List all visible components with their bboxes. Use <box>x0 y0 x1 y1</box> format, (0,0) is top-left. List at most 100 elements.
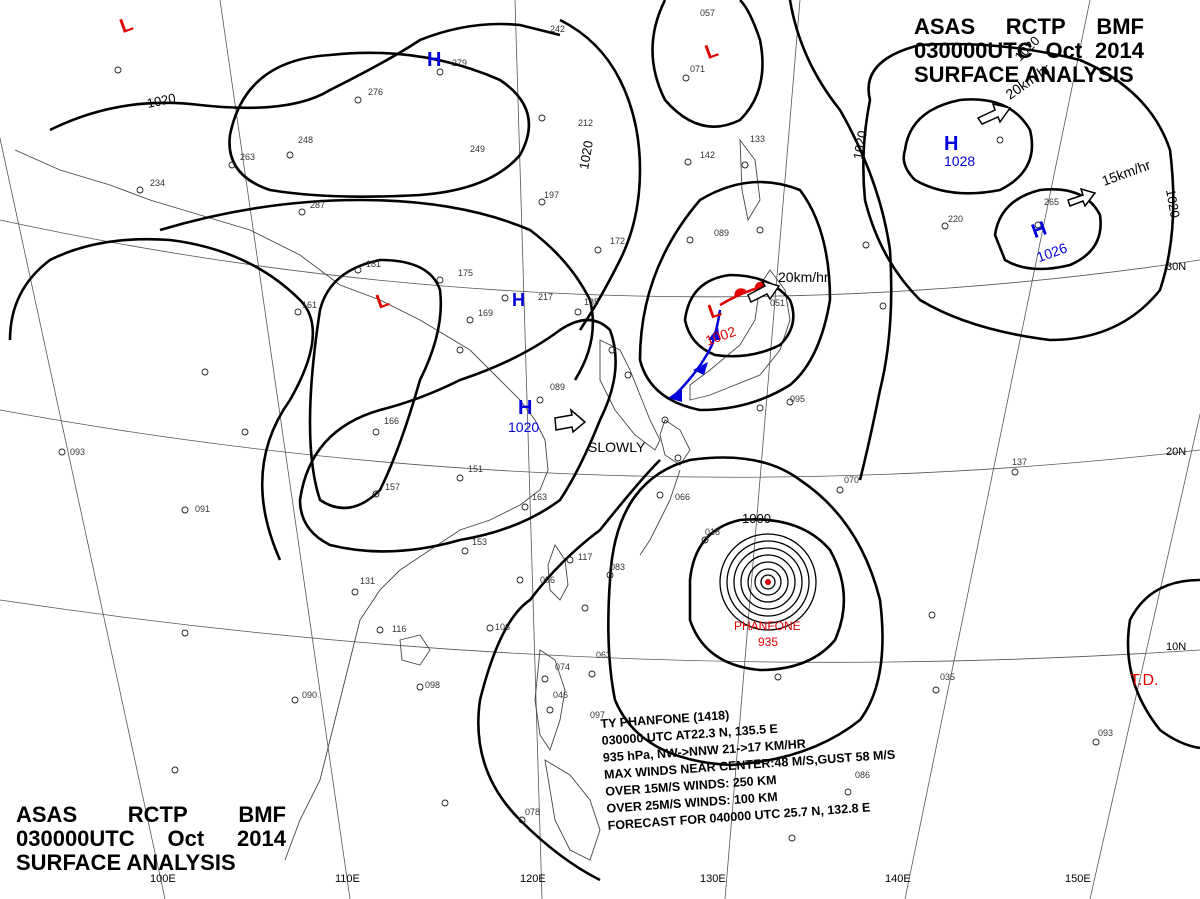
cold-front-triangle <box>708 327 720 340</box>
isobar-label: 1020 <box>146 90 177 111</box>
station-value: 057 <box>700 8 715 18</box>
china-coast <box>14 149 549 591</box>
high-center-value: 1028 <box>944 153 975 169</box>
isobar-1020-north <box>49 22 561 132</box>
header-time: 030000UTC <box>16 826 135 851</box>
station-value: 074 <box>555 662 570 672</box>
header-title: SURFACE ANALYSIS <box>16 850 236 875</box>
isobar-label: 1020 <box>850 129 870 160</box>
station-value: 106 <box>495 622 510 632</box>
station-value: 070 <box>844 475 859 485</box>
station-value: 249 <box>470 144 485 154</box>
map-header-bottom-left: ASAS RCTP BMF 030000UTC Oct 2014 SURFACE… <box>16 803 286 875</box>
station-value: 175 <box>458 268 473 278</box>
station-value: 090 <box>302 690 317 700</box>
station-value: 046 <box>553 690 568 700</box>
typhoon-bulletin: TY PHANFONE (1418) 030000 UTC AT22.3 N, … <box>600 696 899 835</box>
japan-honshu <box>689 269 791 401</box>
station-value: 157 <box>385 482 400 492</box>
station-value: 212 <box>578 118 593 128</box>
station-value: 166 <box>384 416 399 426</box>
station-value: 091 <box>195 504 210 514</box>
hainan-island <box>399 634 431 666</box>
station-value: 172 <box>610 236 625 246</box>
station-value: 163 <box>532 492 547 502</box>
latitude-label: 10N <box>1166 641 1186 653</box>
longitude-label: 150E <box>1065 873 1091 885</box>
cold-front-triangle <box>668 388 682 402</box>
low-center-value: 1002 <box>703 323 738 349</box>
cold-front <box>668 309 722 402</box>
isobar-west-pacific-2 <box>477 699 601 882</box>
low-center-symbol: L <box>373 289 392 314</box>
isobar-japan-ring-outer <box>638 180 832 412</box>
tropical-depression-label: T.D. <box>1130 672 1158 689</box>
motion-arrow-icon <box>554 408 587 434</box>
station-value: 197 <box>544 190 559 200</box>
header-month: Oct <box>1045 38 1083 63</box>
high-center-symbol: H <box>518 397 532 419</box>
motion-arrows <box>554 102 1097 434</box>
isobar-td <box>1126 578 1200 750</box>
station-value: 185 <box>584 297 599 307</box>
station-markers <box>58 66 1100 842</box>
station-value: 066 <box>675 492 690 502</box>
isobar-north-japan <box>651 0 764 128</box>
isobar-h1026 <box>993 188 1102 271</box>
ryukyu-arc <box>639 469 681 556</box>
longitude-label: 120E <box>520 873 546 885</box>
header-year: 2014 <box>1095 38 1144 63</box>
station-value: 083 <box>610 562 625 572</box>
header-station-code: RCTP <box>127 802 188 827</box>
station-value: 169 <box>478 308 493 318</box>
isobar-label: 1000 <box>742 511 771 526</box>
isobar-ne-long <box>788 0 893 481</box>
station-value: 265 <box>1044 197 1059 207</box>
latitude-label: 30N <box>1166 261 1186 273</box>
parallel-30n <box>0 219 1200 298</box>
station-value: 248 <box>298 135 313 145</box>
low-center-symbol: L <box>702 39 721 64</box>
meridian-110e <box>219 0 351 899</box>
longitude-label: 140E <box>885 873 911 885</box>
station-value: 220 <box>948 214 963 224</box>
longitude-label: 130E <box>700 873 726 885</box>
isobars <box>8 0 1200 882</box>
station-value: 242 <box>550 24 565 34</box>
station-value: 137 <box>1012 457 1027 467</box>
station-value: 089 <box>550 382 565 392</box>
typhoon-pressure: 935 <box>758 635 778 649</box>
station-value: 096 <box>540 575 555 585</box>
low-center-symbol: L <box>117 13 136 38</box>
station-value: 089 <box>714 228 729 238</box>
taiwan-island <box>547 543 569 601</box>
luzon-island <box>534 649 566 752</box>
motion-arrow-icon <box>976 102 1012 125</box>
station-value: 161 <box>302 300 317 310</box>
isobar-1020-east <box>862 42 1175 342</box>
motion-arrow-icon <box>1067 187 1097 208</box>
typhoon-rings <box>719 533 817 631</box>
isobar-japan-ring-inner <box>683 273 795 358</box>
parallel-10n <box>0 599 1200 663</box>
typhoon-symbol <box>765 579 771 585</box>
station-value: 071 <box>690 64 705 74</box>
station-value: 116 <box>392 624 406 634</box>
header-office-code: BMF <box>1096 14 1144 39</box>
station-value: 093 <box>1098 728 1113 738</box>
header-office-code: BMF <box>238 802 286 827</box>
station-value: 095 <box>790 394 805 404</box>
map-header-top-right: ASAS RCTP BMF 030000UTC Oct 2014 SURFACE… <box>914 15 1144 87</box>
motion-arrow-icon <box>747 279 781 304</box>
indochina-coast <box>284 589 381 861</box>
philippines-south <box>544 759 601 861</box>
station-value: 234 <box>150 178 165 188</box>
isobar-1020-central <box>159 198 595 381</box>
japan-kyushu <box>659 419 691 466</box>
header-station-code: RCTP <box>1005 14 1066 39</box>
sakhalin-island <box>739 138 761 222</box>
meridian-150e <box>1089 412 1200 899</box>
motion-speed-label: SLOWLY <box>588 439 646 455</box>
station-value: 035 <box>940 672 955 682</box>
